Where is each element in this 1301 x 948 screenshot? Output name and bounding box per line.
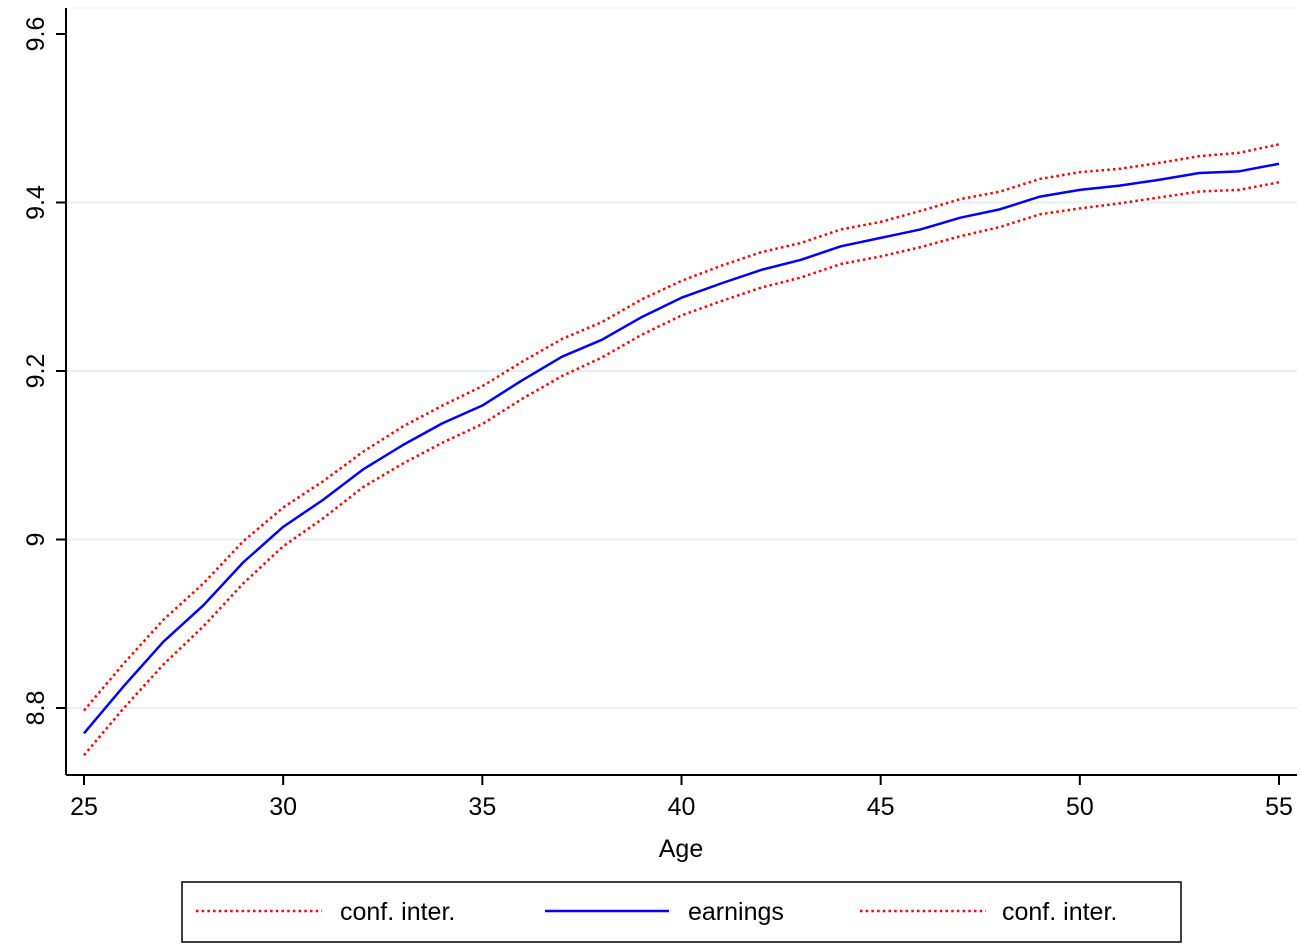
- series-line-1: [83, 162, 1280, 735]
- y-ticks: 8.8 9 9.2 9.4 9.6: [22, 17, 66, 726]
- x-tick-label-0: 25: [70, 793, 98, 821]
- series-line-2: [83, 181, 1280, 756]
- x-ticks: 25 30 35 40 45 50 55: [70, 775, 1293, 821]
- legend-box: [181, 881, 1182, 943]
- grid-lines: [66, 201, 1297, 709]
- x-tick-label-1: 30: [269, 793, 297, 821]
- legend-label-2: conf. inter.: [1002, 898, 1117, 926]
- x-tick-label-3: 40: [668, 793, 696, 821]
- x-tick-label-5: 50: [1066, 793, 1094, 821]
- y-tick-label-0: 8.8: [22, 691, 50, 726]
- y-tick-label-1: 9: [22, 533, 50, 547]
- y-tick-label-3: 9.4: [22, 185, 50, 220]
- series-layer: [83, 143, 1280, 756]
- x-tick-label-6: 55: [1265, 793, 1293, 821]
- x-tick-label-4: 45: [867, 793, 895, 821]
- x-tick-label-2: 35: [468, 793, 496, 821]
- y-tick-label-4: 9.6: [22, 17, 50, 52]
- legend: conf. inter. earnings conf. inter.: [181, 881, 1182, 943]
- legend-label-1: earnings: [688, 898, 784, 926]
- series-line-0: [83, 143, 1280, 712]
- x-axis-title: Age: [659, 835, 703, 863]
- legend-label-0: conf. inter.: [340, 898, 455, 926]
- y-tick-label-2: 9.2: [22, 354, 50, 389]
